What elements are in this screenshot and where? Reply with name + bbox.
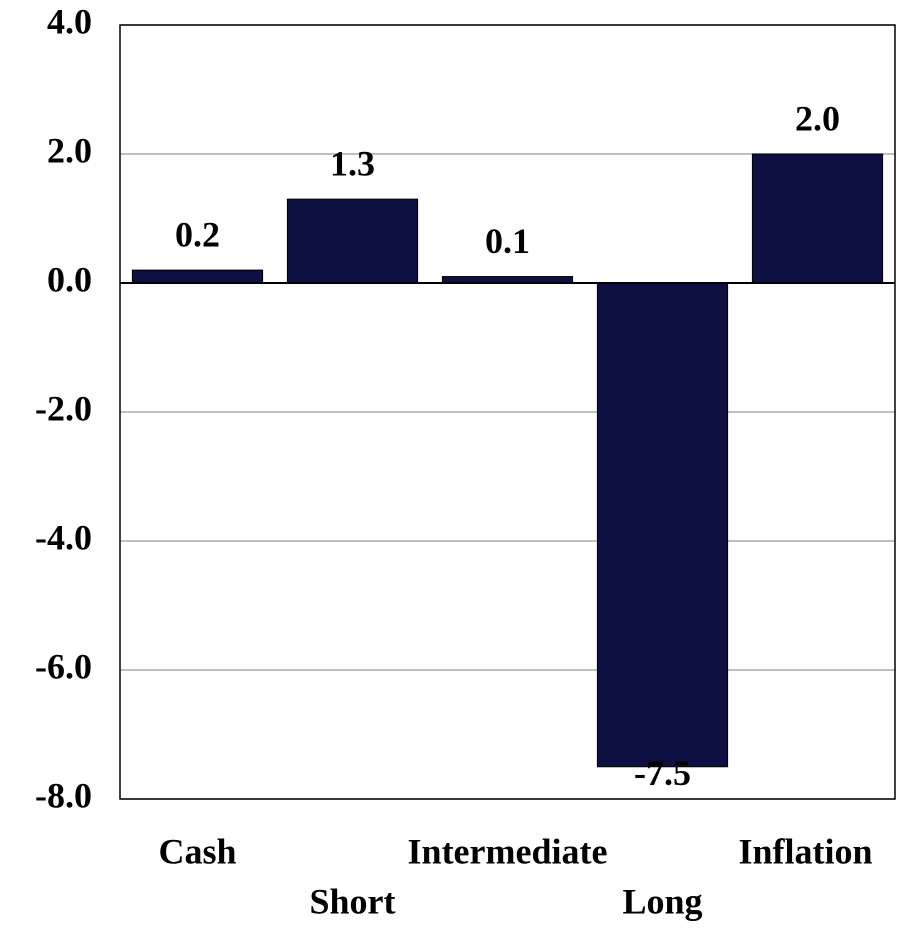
bar — [596, 282, 729, 768]
y-tick-label: -2.0 — [35, 388, 92, 428]
x-tick-label: Inflation — [738, 831, 872, 871]
y-tick-label: -6.0 — [35, 646, 92, 686]
y-tick-label: 0.0 — [47, 259, 92, 299]
x-tick-label: Intermediate — [408, 831, 608, 871]
x-tick-label: Short — [309, 881, 395, 921]
value-label: 1.3 — [330, 143, 375, 183]
value-label: 0.1 — [485, 221, 530, 261]
y-tick-label: 4.0 — [47, 1, 92, 41]
value-label: 0.2 — [175, 214, 220, 254]
x-tick-label: Long — [622, 881, 702, 921]
y-tick-label: 2.0 — [47, 130, 92, 170]
plot-border — [119, 24, 896, 800]
bar — [751, 153, 884, 284]
value-label: -7.5 — [634, 753, 691, 793]
bar — [286, 198, 419, 284]
x-tick-label: Cash — [158, 831, 236, 871]
y-tick-label: -8.0 — [35, 775, 92, 815]
bar — [131, 269, 264, 284]
value-label: 2.0 — [795, 98, 840, 138]
y-tick-label: -4.0 — [35, 517, 92, 557]
